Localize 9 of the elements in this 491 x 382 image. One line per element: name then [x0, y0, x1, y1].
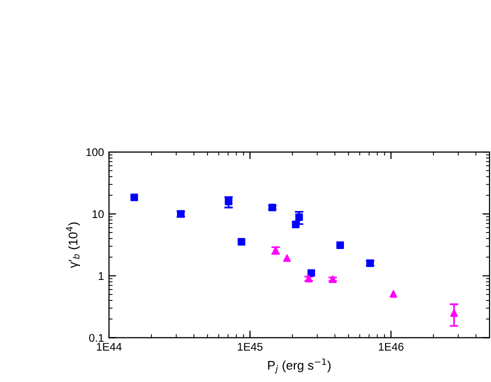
x-tick-label: 1E46 — [378, 342, 404, 351]
y-axis-title: γ′$_{b}$ (10$^{4}$) — [66, 222, 80, 268]
x-tick-label: 1E44 — [96, 342, 122, 351]
y-tick-label: 0.1 — [89, 334, 104, 342]
y-tick-label: 10 — [92, 210, 104, 218]
x-tick-label: 1E45 — [238, 342, 262, 351]
x-axis-title: P$_{j}$ (erg s$^{−1}$) — [268, 358, 331, 374]
y-tick-label: 1 — [98, 272, 104, 280]
y-tick-label: 100 — [86, 148, 104, 156]
